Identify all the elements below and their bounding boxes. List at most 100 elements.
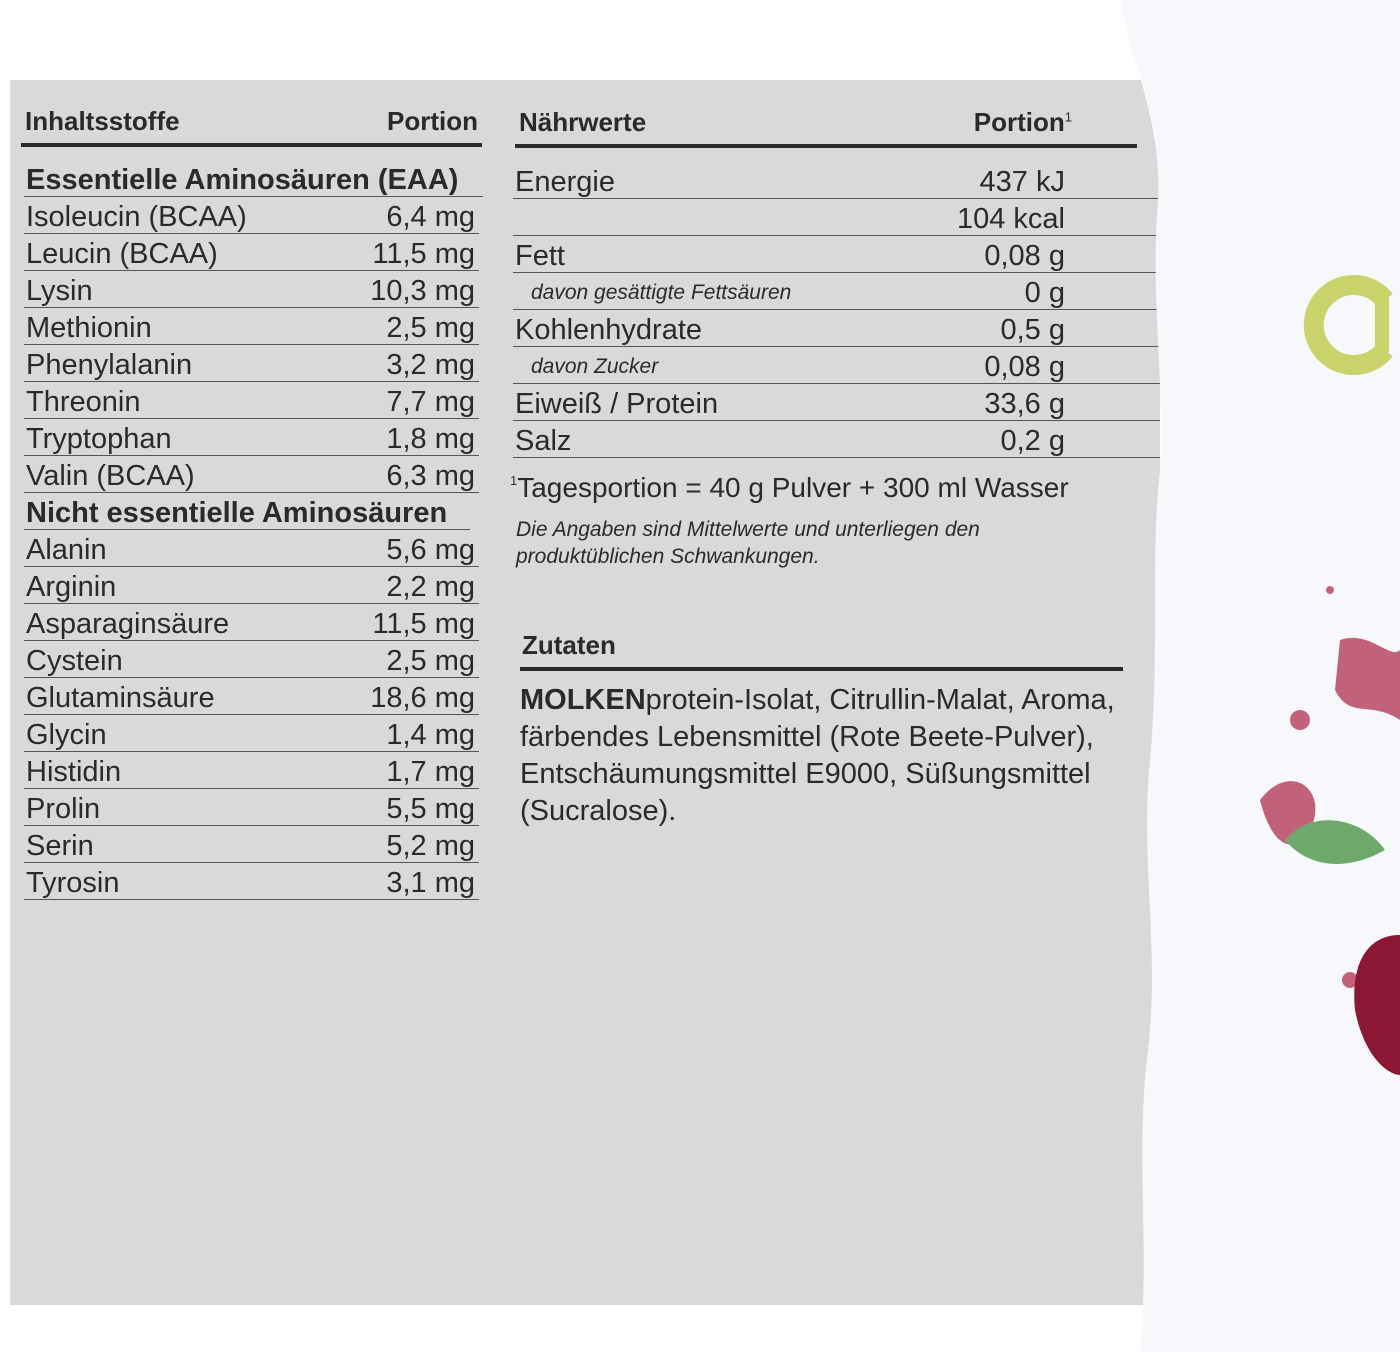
ingredient-value: 5,2 mg xyxy=(386,830,475,862)
ingredient-value: 3,2 mg xyxy=(386,349,475,381)
ingredients-list: protein-Isolat, Citrullin-Malat, Aroma, … xyxy=(520,684,1115,827)
nutrition-row: Salz 0,2 g xyxy=(513,421,1160,458)
ingredient-value: 6,4 mg xyxy=(386,201,475,233)
nutrition-table-header: Nährwerte Portion1 xyxy=(515,100,1137,148)
ingredient-value: 1,8 mg xyxy=(386,423,475,455)
ingredient-name: Glycin xyxy=(26,719,107,751)
ingredient-row: Arginin 2,2 mg xyxy=(24,567,479,604)
portion-note: 1 xyxy=(1064,109,1072,125)
ingredient-row: Glycin 1,4 mg xyxy=(24,715,479,752)
ingredient-value: 11,5 mg xyxy=(372,238,475,270)
ingredient-name: Arginin xyxy=(26,571,117,603)
section-title: Essentielle Aminosäuren (EAA) xyxy=(24,160,483,197)
splash xyxy=(1260,586,1400,988)
ingredient-value: 11,5 mg xyxy=(372,608,475,640)
nutrient-value: 0,5 g xyxy=(1000,314,1066,346)
ingredient-name: Alanin xyxy=(26,534,107,566)
ingredient-row: Serin 5,2 mg xyxy=(24,826,479,863)
nutrition-row: davon Zucker 0,08 g xyxy=(513,347,1160,384)
ingredients-table-header: Inhaltsstoffe Portion xyxy=(21,100,482,147)
nutrient-value: 33,6 g xyxy=(984,388,1065,420)
ingredient-name: Valin (BCAA) xyxy=(26,460,195,492)
header-name: Inhaltsstoffe xyxy=(25,106,180,136)
nutrient-name: davon Zucker xyxy=(531,355,659,378)
ingredient-value: 1,7 mg xyxy=(386,756,475,788)
nutrient-value: 0,08 g xyxy=(984,351,1065,383)
ingredient-row: Tryptophan 1,8 mg xyxy=(24,419,479,456)
ingredient-name: Phenylalanin xyxy=(26,349,193,381)
ingredient-name: Cystein xyxy=(26,645,123,677)
section-title: Nicht essentielle Aminosäuren xyxy=(24,493,470,530)
ingredient-name: Isoleucin (BCAA) xyxy=(26,201,247,233)
ingredient-row: Prolin 5,5 mg xyxy=(24,789,479,826)
nutrition-row: 104 kcal xyxy=(513,199,1160,236)
bag-body xyxy=(1120,0,1400,1352)
nutrient-value: 0,08 g xyxy=(984,240,1065,272)
nutrient-value: 437 kJ xyxy=(979,166,1065,198)
ingredients-text: MOLKENprotein-Isolat, Citrullin-Malat, A… xyxy=(520,682,1120,830)
ingredient-value: 2,5 mg xyxy=(386,312,475,344)
header-portion: Portion xyxy=(387,106,478,136)
ingredient-row: Leucin (BCAA) 11,5 mg xyxy=(24,234,479,271)
ingredient-name: Glutaminsäure xyxy=(26,682,215,714)
ingredient-value: 5,5 mg xyxy=(386,793,475,825)
ingredient-row: Methionin 2,5 mg xyxy=(24,308,479,345)
ingredient-value: 7,7 mg xyxy=(386,386,475,418)
ingredient-name: Serin xyxy=(26,830,94,862)
bag-logo-shape xyxy=(1303,275,1393,375)
ingredient-name: Tryptophan xyxy=(26,423,172,455)
nutrient-name: Salz xyxy=(515,425,572,457)
ingredient-row: Tyrosin 3,1 mg xyxy=(24,863,479,900)
note: Die Angaben sind Mittelwerte und unterli… xyxy=(516,518,980,568)
nutrient-name: Eiweiß / Protein xyxy=(515,388,719,420)
bag-logo-shape xyxy=(1375,290,1389,352)
nutrient-name: Kohlenhydrate xyxy=(515,314,703,346)
nutrient-name: Fett xyxy=(515,240,565,272)
nutrient-name: davon gesättigte Fettsäuren xyxy=(531,281,792,304)
leaf xyxy=(1285,820,1385,864)
ingredient-value: 5,6 mg xyxy=(386,534,475,566)
ingredient-value: 2,5 mg xyxy=(386,645,475,677)
ingredient-name: Leucin (BCAA) xyxy=(26,238,218,270)
header-name: Nährwerte xyxy=(519,107,647,137)
ingredient-row: Threonin 7,7 mg xyxy=(24,382,479,419)
ingredient-name: Histidin xyxy=(26,756,122,788)
section-title-text: Essentielle Aminosäuren (EAA) xyxy=(26,164,459,196)
allergen: MOLKEN xyxy=(520,684,646,716)
footnote-text: Tagesportion = 40 g Pulver + 300 ml Wass… xyxy=(517,472,1069,503)
ingredient-value: 2,2 mg xyxy=(386,571,475,603)
nutrient-value: 104 kcal xyxy=(956,203,1065,235)
nutrition-row: Fett 0,08 g xyxy=(513,236,1160,273)
portion-text: Portion xyxy=(973,107,1065,137)
ingredient-name: Lysin xyxy=(26,275,93,307)
ingredient-row: Glutaminsäure 18,6 mg xyxy=(24,678,479,715)
ingredient-row: Isoleucin (BCAA) 6,4 mg xyxy=(24,197,479,234)
ingredient-name: Methionin xyxy=(26,312,152,344)
ingredient-name: Prolin xyxy=(26,793,101,825)
footnote: 1Tagesportion = 40 g Pulver + 300 ml Was… xyxy=(510,472,1069,504)
ingredient-value: 1,4 mg xyxy=(386,719,475,751)
ingredient-row: Phenylalanin 3,2 mg xyxy=(24,345,479,382)
nutrient-name: Energie xyxy=(515,166,615,198)
ingredient-row: Lysin 10,3 mg xyxy=(24,271,479,308)
ingredient-row: Valin (BCAA) 6,3 mg xyxy=(24,456,479,493)
footnote-marker: 1 xyxy=(510,473,518,488)
ingredients-title: Zutaten xyxy=(522,630,616,660)
ingredients-title-box: Zutaten xyxy=(520,625,1123,671)
ingredient-value: 3,1 mg xyxy=(386,867,475,899)
ingredient-value: 6,3 mg xyxy=(386,460,475,492)
ingredient-row: Cystein 2,5 mg xyxy=(24,641,479,678)
ingredient-name: Threonin xyxy=(26,386,141,418)
nutrient-value: 0,2 g xyxy=(1000,425,1066,457)
ingredient-name: Asparaginsäure xyxy=(26,608,230,640)
panel xyxy=(10,80,1160,1305)
nutrition-row: Kohlenhydrate 0,5 g xyxy=(513,310,1160,347)
header-portion: Portion1 xyxy=(974,107,1072,138)
ingredient-row: Histidin 1,7 mg xyxy=(24,752,479,789)
nutrition-row: Eiweiß / Protein 33,6 g xyxy=(513,384,1160,421)
ingredient-row: Alanin 5,6 mg xyxy=(24,530,479,567)
ingredient-value: 18,6 mg xyxy=(370,682,475,714)
section-title-text: Nicht essentielle Aminosäuren xyxy=(26,497,448,529)
nutrition-row: Energie 437 kJ xyxy=(513,162,1160,199)
